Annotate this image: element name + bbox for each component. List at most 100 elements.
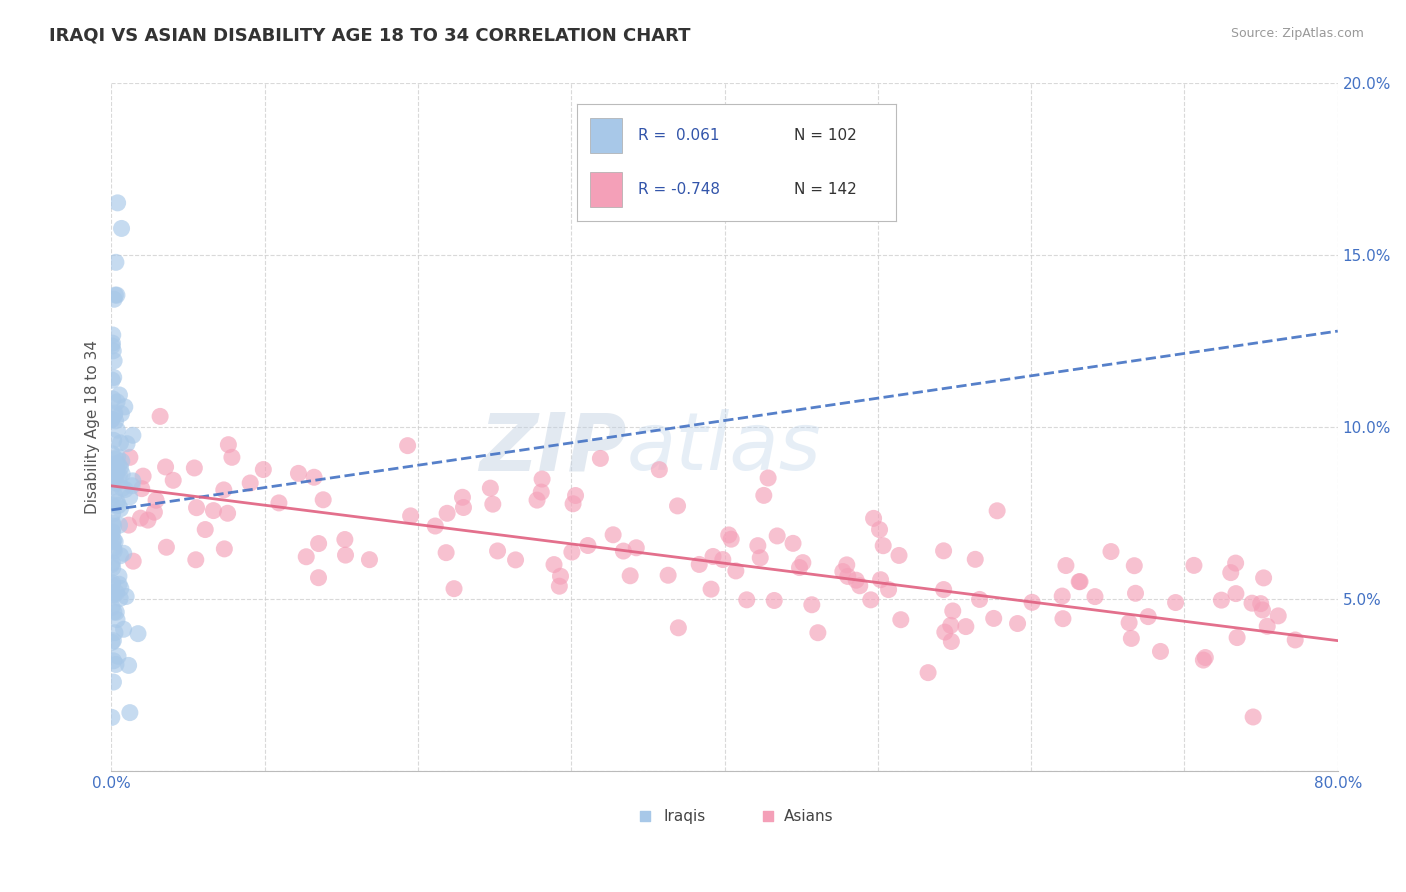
Point <box>101 556 124 570</box>
Point <box>214 541 236 556</box>
Point <box>1164 595 1187 609</box>
Point <box>333 533 356 547</box>
Point <box>149 409 172 424</box>
Point <box>221 450 243 465</box>
Point <box>939 618 962 632</box>
Point <box>792 556 814 570</box>
Point <box>752 488 775 502</box>
Point <box>121 474 143 488</box>
Point <box>807 625 830 640</box>
Point <box>800 598 823 612</box>
Point <box>986 504 1008 518</box>
Point <box>117 518 139 533</box>
Point <box>103 654 125 668</box>
Point <box>108 569 131 583</box>
Point <box>101 588 124 602</box>
Text: IRAQI VS ASIAN DISABILITY AGE 18 TO 34 CORRELATION CHART: IRAQI VS ASIAN DISABILITY AGE 18 TO 34 C… <box>49 27 690 45</box>
Point <box>121 479 143 493</box>
Point <box>100 528 122 542</box>
Point <box>104 625 127 640</box>
Point <box>131 482 153 496</box>
Point <box>312 492 335 507</box>
Point <box>101 507 124 521</box>
Point <box>1182 558 1205 573</box>
Point <box>101 470 124 484</box>
Point <box>132 469 155 483</box>
Point <box>101 336 124 351</box>
Point <box>835 558 858 572</box>
Point <box>118 450 141 465</box>
Point <box>103 434 125 448</box>
Point <box>399 508 422 523</box>
Point <box>1211 593 1233 607</box>
Point <box>101 635 124 649</box>
Point <box>103 633 125 648</box>
Point <box>1149 644 1171 658</box>
Point <box>183 461 205 475</box>
Point <box>101 525 124 540</box>
Point <box>1192 653 1215 667</box>
Point <box>105 467 128 482</box>
Point <box>101 412 124 426</box>
Point <box>747 539 769 553</box>
Point <box>359 552 381 566</box>
Point <box>717 528 740 542</box>
Point <box>101 466 124 480</box>
Point <box>1121 632 1143 646</box>
Point <box>100 558 122 572</box>
Point <box>561 545 583 559</box>
Point <box>505 553 527 567</box>
Point <box>724 564 747 578</box>
Point <box>104 288 127 302</box>
Point <box>1251 603 1274 617</box>
Point <box>1021 595 1043 609</box>
Point <box>105 613 128 627</box>
Point <box>101 600 124 615</box>
Point <box>104 657 127 672</box>
Point <box>702 549 724 564</box>
Point <box>688 558 710 572</box>
Point <box>434 546 457 560</box>
Point <box>115 436 138 450</box>
Point <box>104 414 127 428</box>
Text: Asians: Asians <box>783 808 834 823</box>
Point <box>107 649 129 664</box>
Point <box>1118 615 1140 630</box>
Point <box>1137 609 1160 624</box>
Point <box>453 500 475 515</box>
Point <box>107 195 129 210</box>
Point <box>101 576 124 591</box>
Point <box>108 577 131 591</box>
Point <box>105 475 128 490</box>
Point <box>869 523 891 537</box>
Point <box>101 373 124 387</box>
Point <box>103 343 125 358</box>
Point <box>103 519 125 533</box>
Point <box>100 498 122 512</box>
Point <box>763 593 786 607</box>
Point <box>612 544 634 558</box>
Point <box>110 435 132 450</box>
Point <box>872 539 894 553</box>
Point <box>1284 632 1306 647</box>
Point <box>101 392 124 406</box>
Point <box>110 461 132 475</box>
Point <box>666 621 689 635</box>
Point <box>666 499 689 513</box>
Point <box>626 541 648 555</box>
Point <box>1007 616 1029 631</box>
Point <box>105 586 128 600</box>
Point <box>110 407 132 421</box>
Point <box>589 451 612 466</box>
Point <box>107 450 129 464</box>
Point <box>101 466 124 480</box>
Point <box>543 558 565 572</box>
Point <box>114 400 136 414</box>
Point <box>103 675 125 690</box>
Point <box>308 571 330 585</box>
Point <box>104 255 127 269</box>
Point <box>887 549 910 563</box>
Point <box>486 544 509 558</box>
Point <box>103 544 125 558</box>
Point <box>1225 586 1247 600</box>
